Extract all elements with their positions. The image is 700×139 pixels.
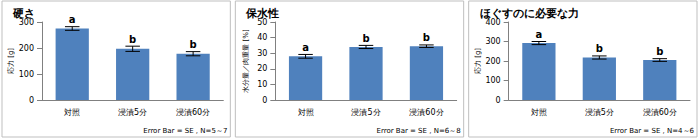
svg-text:浸漬60分: 浸漬60分 [409,108,443,117]
svg-text:b: b [656,46,663,57]
svg-text:0: 0 [29,96,34,105]
svg-text:b: b [423,32,430,43]
svg-text:100: 100 [485,76,500,85]
svg-text:10: 10 [257,80,267,89]
svg-text:b: b [129,34,136,45]
svg-text:Error Bar = SE , N=5～7: Error Bar = SE , N=5～7 [143,127,227,135]
svg-text:a: a [302,42,309,53]
svg-text:b: b [190,39,197,50]
svg-text:40: 40 [257,33,267,42]
svg-text:Error Bar = SE , N=6～8: Error Bar = SE , N=6～8 [377,127,461,135]
svg-text:50: 50 [257,17,268,27]
svg-text:応力 [g]: 応力 [g] [474,48,482,74]
svg-text:b: b [362,33,369,44]
svg-text:a: a [69,14,76,25]
svg-text:300: 300 [18,17,34,27]
svg-text:20: 20 [257,64,267,73]
svg-text:対照: 対照 [531,108,547,117]
svg-text:硬さ: 硬さ [12,7,35,20]
svg-text:浸漬5分: 浸漬5分 [118,108,147,117]
svg-text:浸漬60分: 浸漬60分 [643,108,677,117]
svg-text:保水性: 保水性 [245,7,279,20]
svg-text:0: 0 [262,96,267,105]
svg-text:b: b [596,43,603,54]
svg-text:300: 300 [485,37,500,46]
svg-text:浸漬5分: 浸漬5分 [585,108,614,117]
svg-text:200: 200 [19,44,34,53]
svg-text:対照: 対照 [64,108,80,117]
svg-text:水分量／肉重量 [%]: 水分量／肉重量 [%] [242,29,250,93]
svg-text:浸漬5分: 浸漬5分 [351,108,380,117]
svg-text:200: 200 [485,57,500,66]
svg-text:100: 100 [19,70,34,79]
svg-text:30: 30 [257,49,267,58]
svg-text:ほぐすのに必要な力: ほぐすのに必要な力 [480,7,579,20]
svg-text:対照: 対照 [298,108,314,117]
svg-text:400: 400 [485,17,501,27]
svg-text:0: 0 [496,96,501,105]
svg-text:浸漬60分: 浸漬60分 [176,108,210,117]
svg-text:Error Bar = SE , N=4～6: Error Bar = SE , N=4～6 [610,127,695,135]
svg-text:a: a [536,29,543,40]
svg-text:応力 [g]: 応力 [g] [7,48,15,74]
